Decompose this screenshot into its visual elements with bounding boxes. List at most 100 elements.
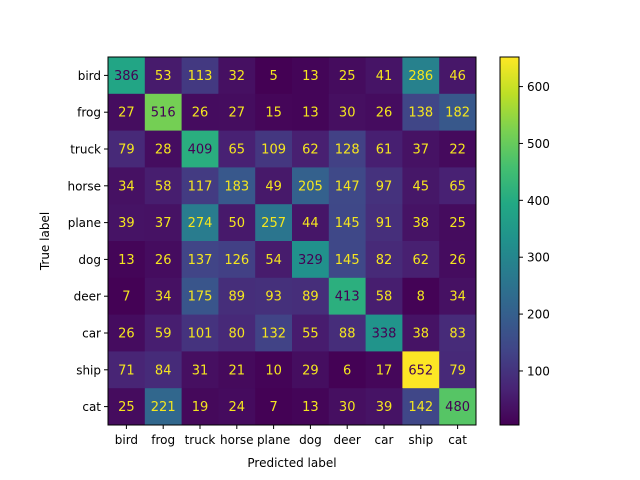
cell-value-label: 516	[151, 106, 176, 121]
cell-value-label: 65	[229, 143, 246, 158]
heatmap-cell	[328, 93, 367, 132]
y-axis-label: True label	[38, 212, 52, 271]
cell-value-label: 126	[224, 253, 249, 268]
cell-value-label: 54	[265, 253, 282, 268]
cell-value-label: 84	[155, 363, 172, 378]
colorbar-tick-label: 400	[527, 194, 550, 208]
heatmap-cell	[218, 351, 256, 389]
x-tick-label: bird	[115, 433, 138, 447]
cell-value-label: 31	[192, 363, 209, 378]
cell-value-label: 65	[449, 179, 466, 194]
heatmap-cell	[292, 204, 330, 242]
cell-value-label: 82	[376, 253, 393, 268]
heatmap-cell	[255, 204, 293, 242]
cell-value-label: 30	[339, 400, 356, 415]
x-tick-label: ship	[408, 433, 433, 447]
cell-value-label: 32	[229, 69, 246, 84]
cell-value-label: 34	[449, 290, 466, 305]
heatmap-cell	[365, 204, 403, 242]
cell-value-label: 142	[408, 400, 433, 415]
cell-value-label: 39	[376, 400, 393, 415]
cell-value-label: 89	[229, 290, 246, 305]
heatmap-cell	[402, 388, 440, 426]
heatmap-cell	[144, 314, 183, 352]
cell-value-label: 34	[155, 290, 172, 305]
heatmap-cell	[292, 57, 330, 95]
heatmap-cell	[181, 57, 219, 95]
cell-value-label: 27	[229, 106, 246, 121]
heatmap-cell	[292, 241, 330, 279]
cell-value-label: 38	[413, 327, 430, 342]
y-tick-label: frog	[77, 106, 101, 120]
cell-value-label: 25	[118, 400, 135, 415]
cell-value-label: 17	[376, 363, 393, 378]
x-tick-label: truck	[185, 433, 216, 447]
heatmap-cell	[181, 204, 219, 242]
heatmap-cell	[439, 167, 477, 205]
heatmap-cell	[292, 93, 330, 132]
heatmap-cell	[181, 130, 219, 168]
cell-value-label: 13	[118, 253, 135, 268]
y-tick-label: ship	[76, 363, 101, 377]
heatmap-cell	[402, 57, 440, 95]
x-axis-ticks: bird frog truck horse plane dog deer car ship cat	[115, 425, 467, 447]
cell-value-label: 13	[302, 400, 319, 415]
heatmap-cell	[218, 277, 256, 316]
heatmap-cell	[328, 351, 367, 389]
cell-value-label: 145	[335, 253, 360, 268]
y-tick-label: bird	[78, 69, 101, 83]
heatmap-cell	[255, 277, 293, 316]
heatmap-cell	[402, 130, 440, 168]
cell-value-label: 274	[188, 216, 213, 231]
heatmap-cell	[108, 314, 146, 352]
y-tick-label: horse	[67, 179, 101, 193]
heatmap-cell	[292, 351, 330, 389]
cell-value-label: 30	[339, 106, 356, 121]
cell-value-label: 25	[339, 69, 356, 84]
heatmap-cell	[181, 351, 219, 389]
heatmap-cell	[144, 388, 183, 426]
cell-value-label: 21	[229, 363, 246, 378]
cell-value-label: 22	[449, 143, 466, 158]
cell-value-label: 59	[155, 327, 172, 342]
cell-value-label: 26	[155, 253, 172, 268]
cell-value-label: 71	[118, 363, 135, 378]
heatmap-cell	[255, 314, 293, 352]
cell-value-label: 7	[269, 400, 277, 415]
colorbar-tick-label: 300	[527, 251, 550, 265]
heatmap-cell	[108, 167, 146, 205]
heatmap-cell	[181, 277, 219, 316]
cell-value-label: 53	[155, 69, 172, 84]
heatmap-cell	[255, 167, 293, 205]
heatmap-cell	[144, 93, 183, 132]
heatmap-cell	[402, 314, 440, 352]
cell-value-label: 38	[413, 216, 430, 231]
cell-value-label: 329	[298, 253, 323, 268]
heatmap-cell	[328, 388, 367, 426]
cell-value-label: 101	[188, 327, 213, 342]
heatmap-cell	[181, 388, 219, 426]
cell-value-label: 286	[408, 69, 433, 84]
heatmap-cell	[402, 277, 440, 316]
cell-value-label: 257	[261, 216, 286, 231]
heatmap-cell	[292, 277, 330, 316]
colorbar-ticks: 100 200 300 400 500 600	[519, 80, 550, 378]
cell-value-label: 49	[265, 179, 282, 194]
x-tick-label: dog	[299, 433, 322, 447]
heatmap-cell	[108, 93, 146, 132]
heatmap-cell	[108, 57, 146, 95]
heatmap-cell	[292, 167, 330, 205]
heatmap-cell	[144, 241, 183, 279]
cell-value-label: 91	[376, 216, 393, 231]
x-tick-label: deer	[334, 433, 361, 447]
y-tick-label: dog	[78, 253, 101, 267]
heatmap-cell	[365, 277, 403, 316]
cell-value-label: 26	[449, 253, 466, 268]
cell-value-label: 8	[417, 290, 425, 305]
plot-frame	[107, 56, 477, 426]
heatmap-cell	[365, 57, 403, 95]
heatmap-cell	[292, 314, 330, 352]
colorbar-tick-label: 500	[527, 137, 550, 151]
